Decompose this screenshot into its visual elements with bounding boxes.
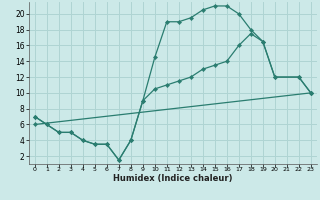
X-axis label: Humidex (Indice chaleur): Humidex (Indice chaleur) bbox=[113, 174, 233, 183]
